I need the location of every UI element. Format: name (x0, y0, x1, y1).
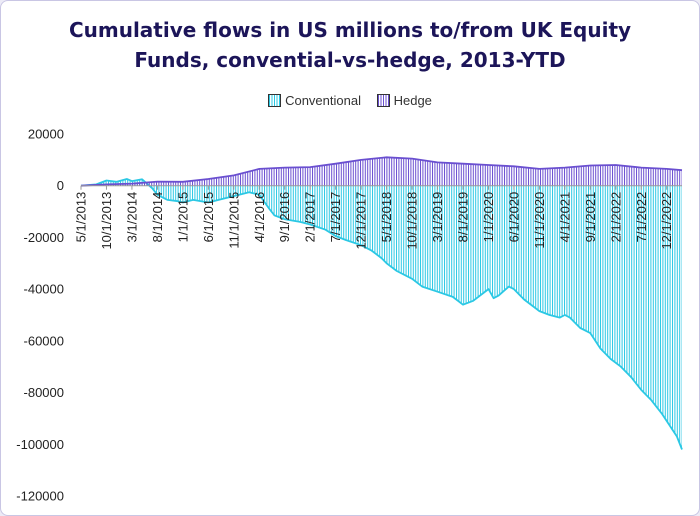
x-tick-label: 5/1/2018 (379, 192, 394, 243)
area-conventional (81, 179, 682, 450)
x-tick-label: 2/1/2017 (303, 192, 318, 243)
x-tick-label: 12/1/2022 (659, 192, 674, 250)
legend-item-hedge: Hedge (376, 93, 432, 108)
x-tick-label: 12/1/2017 (354, 192, 369, 250)
legend-label-hedge: Hedge (393, 93, 432, 108)
x-tick-label: 3/1/2019 (430, 192, 445, 243)
x-tick-label: 8/1/2019 (456, 192, 471, 243)
x-tick-label: 5/1/2013 (74, 192, 89, 243)
x-tick-label: 2/1/2022 (608, 192, 623, 243)
chart-title: Cumulative flows in US millions to/from … (1, 15, 699, 75)
x-tick-label: 3/1/2014 (124, 192, 139, 243)
x-tick-label: 1/1/2015 (175, 192, 190, 243)
legend-item-conventional: Conventional (268, 93, 361, 108)
y-tick-label: 20000 (28, 127, 64, 142)
x-tick-label: 1/1/2020 (481, 192, 496, 243)
x-tick-label: 11/1/2020 (532, 192, 547, 249)
y-axis-ticks: 20000 0 -20000 -40000 -60000 -80000 -100000 -12… (16, 127, 64, 504)
legend-swatch-conventional (268, 94, 282, 107)
chart-title-line-1: Cumulative flows in US millions to/from … (68, 18, 632, 42)
x-tick-label: 7/1/2022 (634, 192, 649, 243)
line-hedge (80, 156, 683, 187)
x-tick-label: 7/1/2017 (328, 192, 343, 243)
x-tick-label: 4/1/2021 (557, 192, 572, 243)
y-tick-label: -20000 (24, 230, 64, 245)
x-axis-ticks: 5/1/2013 10/1/2013 3/1/2014 8/1/2014 1/1/201… (74, 185, 674, 250)
y-tick-label: -40000 (24, 282, 64, 297)
x-tick-label: 8/1/2014 (150, 192, 165, 243)
x-tick-label: 6/1/2020 (506, 192, 521, 243)
y-tick-label: -80000 (24, 385, 64, 400)
chart-title-line-2: Funds, convential-vs-hedge, 2013-YTD (134, 48, 566, 72)
x-tick-label: 6/1/2015 (201, 192, 216, 243)
chart-legend: Conventional Hedge (1, 93, 699, 110)
legend-label-conventional: Conventional (285, 93, 361, 108)
legend-swatch-hedge (376, 94, 390, 107)
x-tick-label: 11/1/2015 (226, 192, 241, 249)
x-tick-label: 10/1/2018 (405, 192, 420, 250)
y-tick-label: -100000 (16, 437, 64, 452)
y-tick-label: -120000 (16, 489, 64, 504)
y-tick-label: 0 (57, 178, 64, 193)
line-conventional (80, 178, 683, 450)
x-tick-label: 10/1/2013 (99, 192, 114, 250)
y-tick-label: -60000 (24, 333, 64, 348)
x-tick-label: 4/1/2016 (252, 192, 267, 243)
area-hedge (81, 157, 682, 186)
x-tick-label: 9/1/2016 (277, 192, 292, 243)
x-tick-label: 9/1/2021 (583, 192, 598, 243)
series-areas (80, 156, 683, 450)
